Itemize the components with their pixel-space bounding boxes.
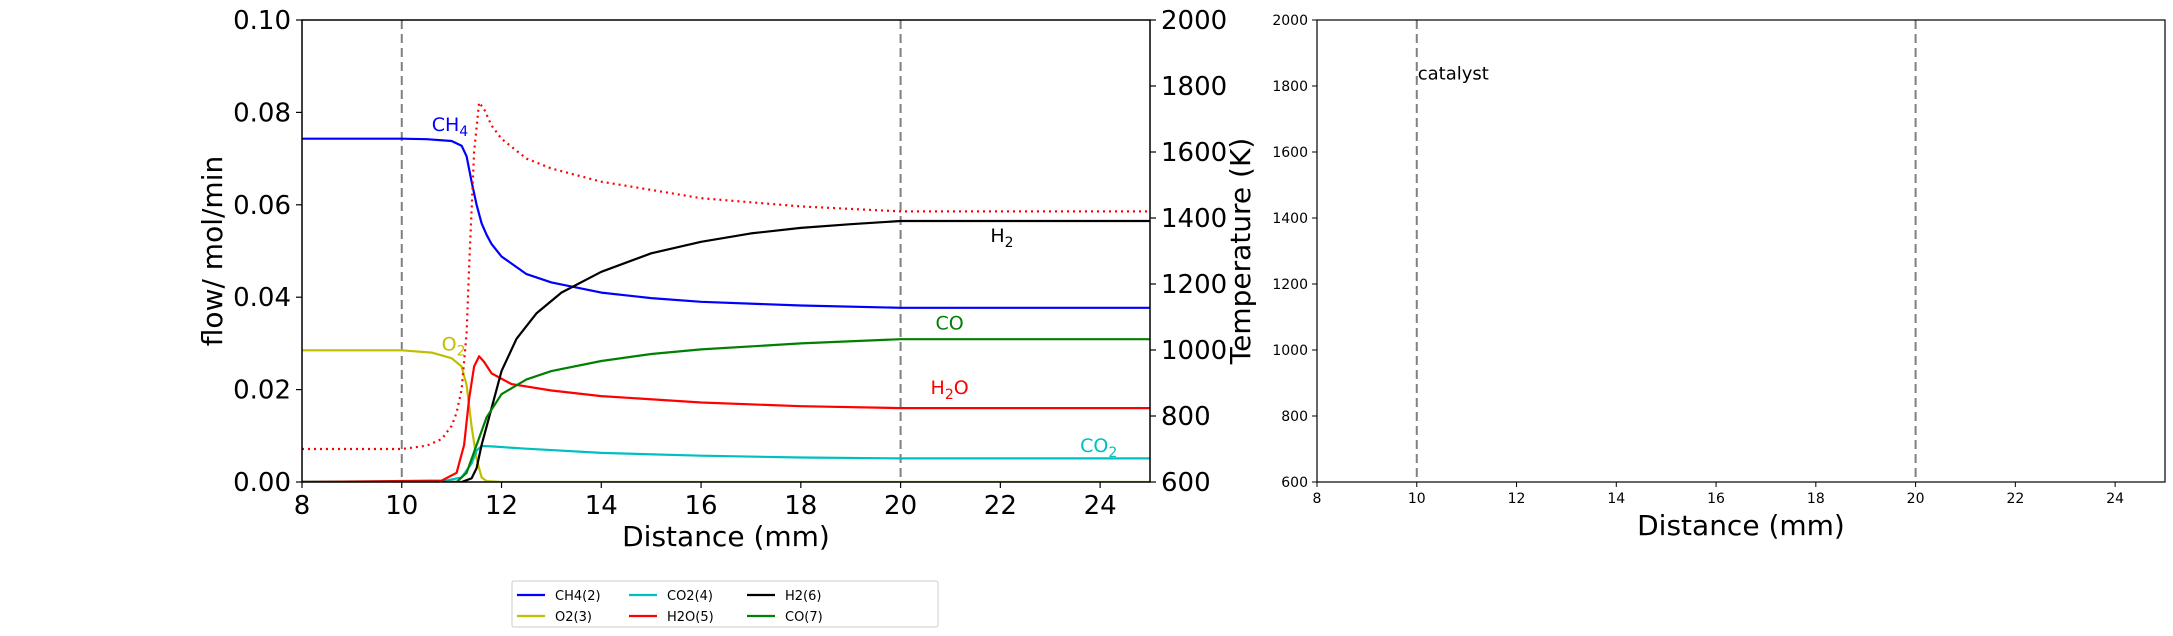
y2-tick-label: 800	[1161, 402, 1211, 432]
x-tick-label: 16	[685, 491, 718, 521]
series-annotation: CO2	[1080, 435, 1117, 461]
x-tick-label: 24	[1084, 491, 1117, 521]
x-tick-label: 12	[1508, 491, 1526, 507]
x-tick-label: 12	[485, 491, 518, 521]
x-tick-label: 18	[1807, 491, 1825, 507]
x-tick-label: 24	[2106, 491, 2124, 507]
y-tick-label: 1200	[1272, 277, 1308, 293]
plot-area	[302, 20, 1150, 482]
legend-entry: H2(6)	[785, 589, 821, 604]
x-tick-label: 8	[1313, 491, 1322, 507]
x-tick-label: 8	[294, 491, 311, 521]
x-tick-label: 18	[784, 491, 817, 521]
series-line	[302, 444, 1150, 482]
y-tick-label: 1400	[1272, 211, 1308, 227]
y-tick-label: 0.00	[233, 468, 291, 498]
y2-tick-label: 2000	[1161, 6, 1227, 36]
series-line	[302, 219, 1150, 482]
legend-entry: O2(3)	[555, 610, 592, 625]
x-tick-label: 16	[1707, 491, 1725, 507]
x-tick-label: 22	[2006, 491, 2024, 507]
legend-entry: CO2(4)	[667, 589, 713, 604]
y-tick-label: 0.06	[233, 191, 291, 221]
series-line	[302, 355, 1150, 482]
y2-tick-label: 1000	[1161, 336, 1227, 366]
x-tick-label: 10	[1408, 491, 1426, 507]
series-annotation: CH4	[432, 114, 469, 140]
series-line	[302, 137, 1150, 309]
legend: CH4(2) O2(3) CO2(4) H2O(5) H2(6) CO(7)	[511, 580, 939, 628]
series-line	[302, 338, 1150, 482]
legend-entry: CO(7)	[785, 610, 823, 625]
x-tick-label: 20	[1907, 491, 1925, 507]
legend-entry: CH4(2)	[555, 589, 601, 604]
x-tick-label: 20	[884, 491, 917, 521]
temperature-chart-right: 8 10 12 14 16 18 20 22 24 600 800 1000 1200 1400 1600 1…	[1272, 13, 2166, 542]
series-annotation: H2	[990, 225, 1013, 251]
series-annotation: O2	[442, 333, 466, 359]
y-tick-label: 1800	[1272, 79, 1308, 95]
plot-frame	[301, 19, 1151, 483]
x-tick-label: 22	[984, 491, 1017, 521]
y-tick-label: 1600	[1272, 145, 1308, 161]
y-tick-label: 600	[1281, 475, 1308, 491]
catalyst-label: catalyst	[1418, 63, 1489, 84]
flow-temperature-chart: 8 10 12 14 16 18 20 22 24 0.00 0.02 0.04 0.06 0.08 0.1…	[196, 6, 1257, 553]
series-line	[302, 349, 1150, 482]
legend-frame	[511, 580, 939, 628]
plot-frame	[1316, 19, 2166, 483]
y-tick-label: 1000	[1272, 343, 1308, 359]
y-axis-label: flow/ mol/min	[196, 156, 229, 346]
y-tick-label: 0.04	[233, 283, 291, 313]
y-tick-label: 0.10	[233, 6, 291, 36]
series-annotation: H2O	[931, 377, 969, 403]
y2-axis-label: Temperature (K)	[1224, 138, 1257, 365]
x-tick-label: 14	[585, 491, 618, 521]
y2-tick-label: 1600	[1161, 138, 1227, 168]
legend-entry: H2O(5)	[667, 610, 714, 625]
x-tick-label: 14	[1607, 491, 1625, 507]
y-tick-label: 0.08	[233, 98, 291, 128]
x-axis-label: Distance (mm)	[1637, 509, 1845, 542]
temperature-line	[302, 101, 1150, 451]
y-tick-label: 800	[1281, 409, 1308, 425]
x-axis-label: Distance (mm)	[622, 520, 830, 553]
y-tick-label: 0.02	[233, 376, 291, 406]
y-tick-label: 2000	[1272, 13, 1308, 29]
series-annotation: CO	[936, 313, 964, 335]
x-tick-label: 10	[385, 491, 418, 521]
y2-tick-label: 1400	[1161, 204, 1227, 234]
y2-tick-label: 600	[1161, 468, 1211, 498]
y2-tick-label: 1200	[1161, 270, 1227, 300]
y2-tick-label: 1800	[1161, 72, 1227, 102]
